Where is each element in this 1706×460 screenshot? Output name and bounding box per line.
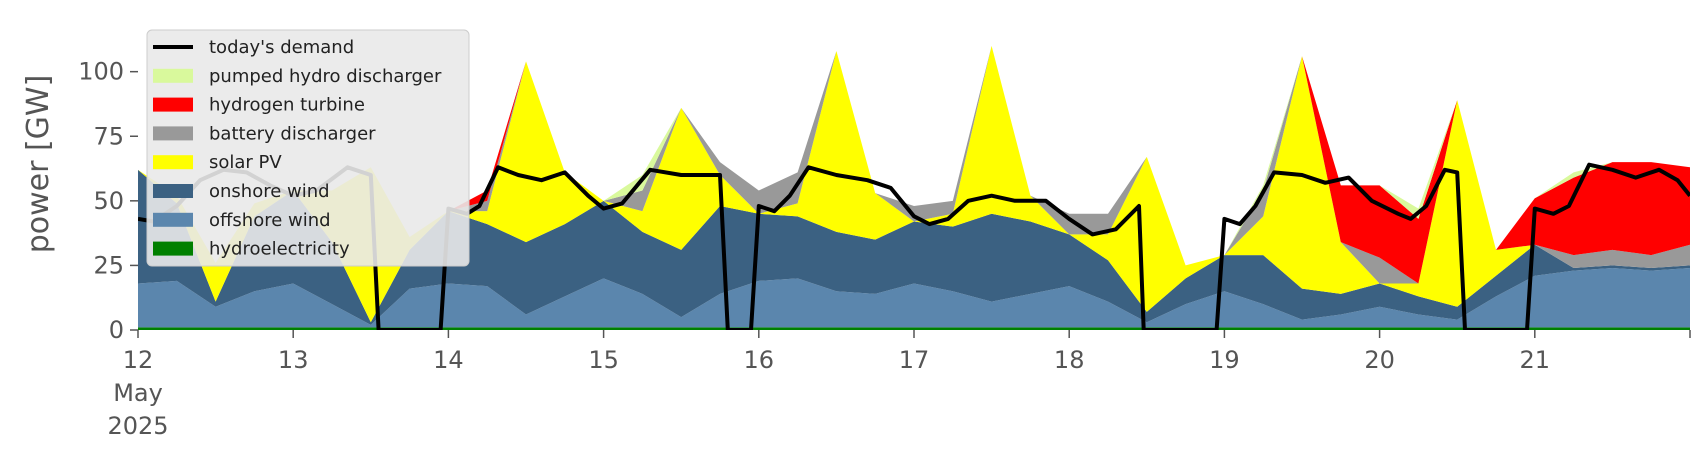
legend-label: pumped hydro discharger [209,66,442,87]
legend-box [146,29,470,267]
legend-swatch [153,155,193,170]
legend-label: hydroelectricity [209,239,350,260]
legend-label: battery discharger [209,123,376,144]
demand-layer [138,162,1690,330]
x-tick-label: May [113,379,163,407]
legend-swatch [153,68,193,83]
demand-line [138,162,1690,330]
stacked-areas [138,45,1690,330]
y-axis-label: power [GW] [21,75,56,254]
area-solar-pv [138,45,1690,323]
x-tick-label: 20 [1364,346,1395,374]
legend-label: today's demand [209,37,354,58]
y-tick-label: 100 [78,58,124,86]
legend-swatch [153,97,193,112]
y-tick-label: 25 [93,251,124,279]
area-offshore-wind [138,268,1690,328]
x-tick-label: 12 [123,346,154,374]
x-tick-label: 17 [899,346,930,374]
y-tick-label: 75 [93,122,124,150]
area-hydroelectricity [138,327,1690,330]
y-tick-label: 0 [109,316,124,344]
legend-label: hydrogen turbine [209,95,365,116]
x-tick-label: 21 [1520,346,1551,374]
axes: 0 25 50 75 100 12 May 2025 13 14 15 16 17 18 19 20 21 [78,58,1691,440]
legend-label: onshore wind [209,181,330,202]
area-onshore-wind [138,169,1690,325]
x-tick-label: 15 [588,346,619,374]
x-tick-label: 18 [1054,346,1085,374]
x-tick-label: 13 [278,346,309,374]
x-tick-label: 14 [433,346,464,374]
legend-swatch [153,212,193,227]
x-tick-label: 16 [744,346,775,374]
y-tick-label: 50 [93,187,124,215]
x-tick-label: 19 [1209,346,1240,374]
legend: today's demand pumped hydro discharger hyd… [146,29,470,267]
legend-swatch [153,241,193,256]
x-tick-label: 2025 [107,412,168,440]
legend-swatch [153,184,193,198]
legend-swatch [153,126,193,141]
legend-label: solar PV [209,152,282,173]
legend-label: offshore wind [209,210,331,231]
